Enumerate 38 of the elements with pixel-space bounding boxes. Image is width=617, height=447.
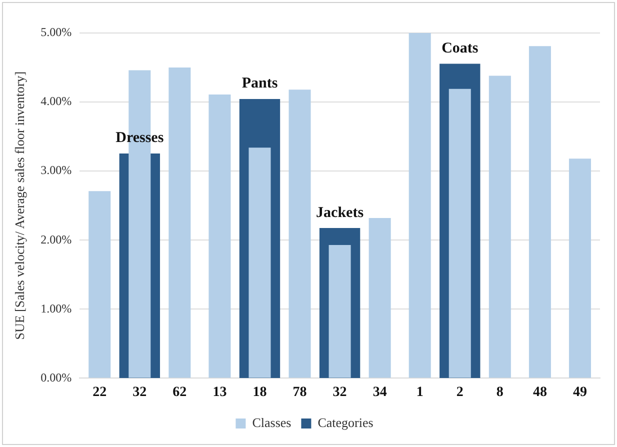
bar xyxy=(568,158,591,378)
legend-label: Categories xyxy=(318,414,374,430)
data-label: Jackets xyxy=(316,204,364,221)
x-tick-label: 32 xyxy=(132,385,147,400)
y-tick-label: 3.00% xyxy=(40,163,72,178)
x-tick-label: 8 xyxy=(496,385,504,400)
data-label: Coats xyxy=(442,40,478,56)
y-tick-label: 2.00% xyxy=(40,232,72,246)
y-tick-label: 1.00% xyxy=(40,301,72,316)
bar xyxy=(408,33,431,378)
y-axis-title: SUE [Sales velocity/ Average sales floor inventory] xyxy=(12,71,28,340)
bar xyxy=(248,148,271,378)
y-tick-label: 5.00% xyxy=(40,25,72,40)
bar xyxy=(88,191,111,378)
bar xyxy=(208,94,231,378)
x-tick-label: 49 xyxy=(572,385,587,400)
x-tick-label: 78 xyxy=(292,385,307,400)
y-tick-label: 4.00% xyxy=(40,94,72,108)
x-tick-label: 2 xyxy=(456,385,464,400)
bar xyxy=(288,90,311,378)
x-tick-label: 48 xyxy=(532,385,547,400)
x-tick-label: 62 xyxy=(172,385,187,400)
bar xyxy=(448,88,471,378)
bar xyxy=(328,244,351,378)
x-tick-label: 22 xyxy=(92,385,107,400)
x-tick-label: 32 xyxy=(332,385,347,400)
bar xyxy=(488,76,511,378)
x-tick-label: 34 xyxy=(372,385,387,400)
data-label: Dresses xyxy=(116,130,164,146)
x-tick-label: 13 xyxy=(212,385,227,400)
y-tick-label: 0.00% xyxy=(40,370,72,384)
data-label: Pants xyxy=(242,76,278,92)
legend-label: Classes xyxy=(252,414,292,430)
x-tick-label: 1 xyxy=(416,385,424,400)
bar xyxy=(368,218,391,378)
bar xyxy=(528,46,551,378)
bar xyxy=(168,68,191,378)
x-tick-label: 18 xyxy=(252,385,267,400)
